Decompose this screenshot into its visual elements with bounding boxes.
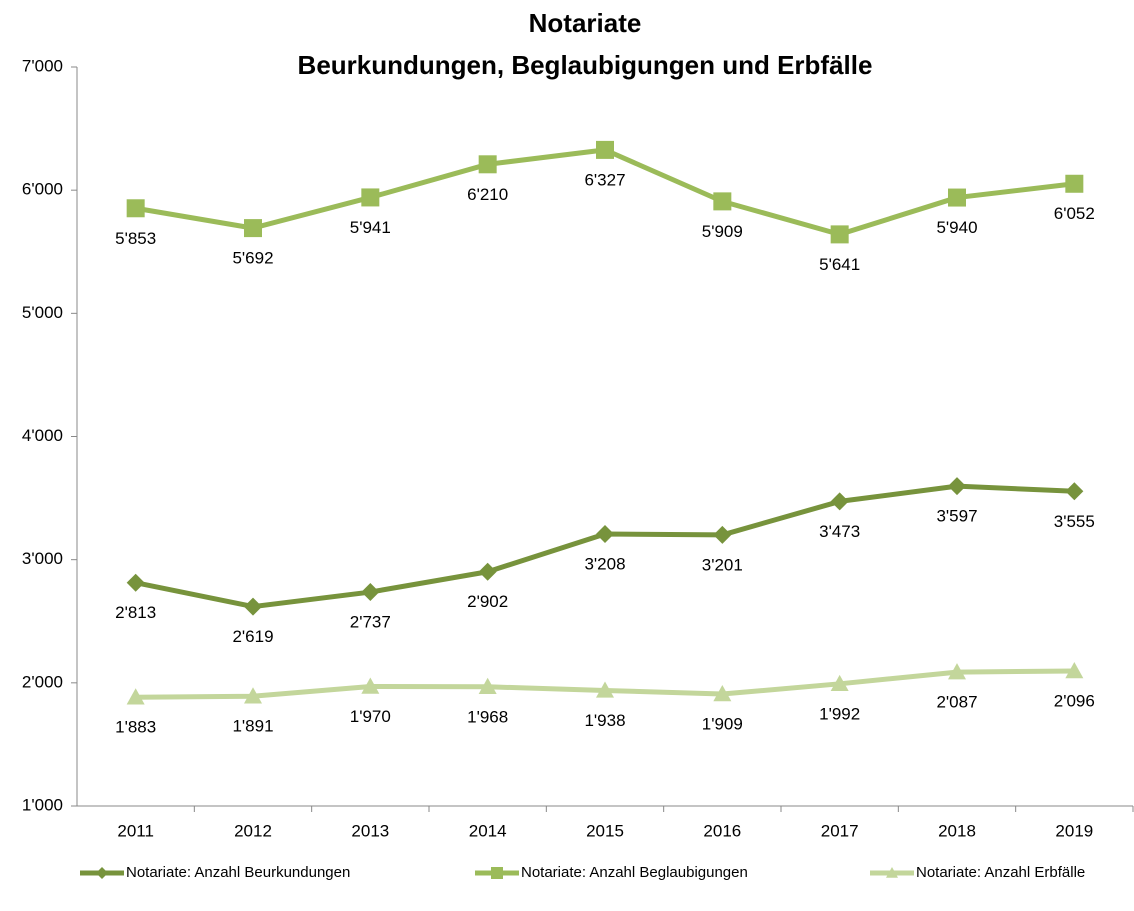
legend-label: Notariate: Anzahl Beurkundungen [126,864,350,881]
marker [126,688,145,705]
data-label: 2'096 [1054,691,1095,710]
marker [886,867,898,878]
marker [713,525,732,544]
data-label: 3'473 [819,522,860,541]
x-tick-label: 2016 [703,821,741,840]
data-label: 6'327 [584,170,625,189]
marker [596,525,614,544]
marker [713,685,732,702]
data-label: 1'909 [702,715,743,734]
marker [948,663,966,680]
y-tick-label: 6'000 [22,180,63,199]
chart-title: Notariate [529,8,642,38]
marker [830,674,849,692]
x-tick-label: 2017 [821,821,859,840]
marker [244,597,262,616]
marker [1065,174,1084,193]
data-label: 3'597 [936,507,977,526]
x-tick-label: 2018 [938,821,976,840]
x-tick-label: 2013 [351,821,389,840]
marker [713,192,732,211]
marker [830,225,849,244]
marker [1065,662,1084,679]
y-tick-label: 4'000 [22,426,63,445]
x-tick-label: 2015 [586,821,624,840]
marker [361,188,380,207]
data-label: 2'813 [115,603,156,622]
data-label: 5'909 [702,222,743,241]
marker [126,573,145,592]
data-label: 5'692 [232,249,273,268]
series-line [135,483,1075,610]
x-tick-label: 2014 [469,821,507,840]
data-label: 6'210 [467,185,508,204]
marker [244,687,262,704]
data-label: 1'891 [232,717,273,736]
data-label: 2'902 [467,592,508,611]
legend-label: Notariate: Anzahl Beglaubigungen [521,864,748,881]
marker [596,140,614,159]
y-tick-label: 5'000 [22,303,63,322]
data-label: 5'940 [936,218,977,237]
legend-label: Notariate: Anzahl Erbfälle [916,864,1085,881]
marker [361,583,380,602]
data-label: 5'941 [350,218,391,237]
series-line [135,147,1075,237]
y-tick-label: 7'000 [22,56,63,75]
marker [948,477,966,496]
x-tick-label: 2011 [117,821,154,840]
marker [126,199,145,218]
marker [478,155,497,174]
data-label: 1'970 [350,707,391,726]
marker [478,562,497,581]
marker [1065,482,1084,501]
data-label: 1'992 [819,704,860,723]
data-label: 3'208 [584,555,625,574]
chart-title: Beurkundungen, Beglaubigungen und Erbfäl… [298,50,873,80]
data-label: 5'641 [819,255,860,274]
marker [491,867,503,879]
data-label: 3'201 [702,555,743,574]
data-label: 1'968 [467,707,508,726]
x-tick-label: 2019 [1055,821,1093,840]
marker [830,492,849,511]
data-label: 5'853 [115,229,156,248]
y-tick-label: 3'000 [22,549,63,568]
data-label: 2'619 [232,627,273,646]
data-label: 2'737 [350,613,391,632]
marker [948,188,966,207]
marker [244,219,262,238]
data-label: 6'052 [1054,204,1095,223]
data-label: 2'087 [936,693,977,712]
y-tick-label: 2'000 [22,672,63,691]
marker [361,677,380,694]
y-tick-label: 1'000 [22,795,63,814]
data-label: 3'555 [1054,512,1095,531]
x-tick-label: 2012 [234,821,272,840]
marker [96,867,108,879]
data-label: 1'883 [115,718,156,737]
data-label: 1'938 [584,711,625,730]
marker [478,677,497,694]
marker [596,681,614,698]
